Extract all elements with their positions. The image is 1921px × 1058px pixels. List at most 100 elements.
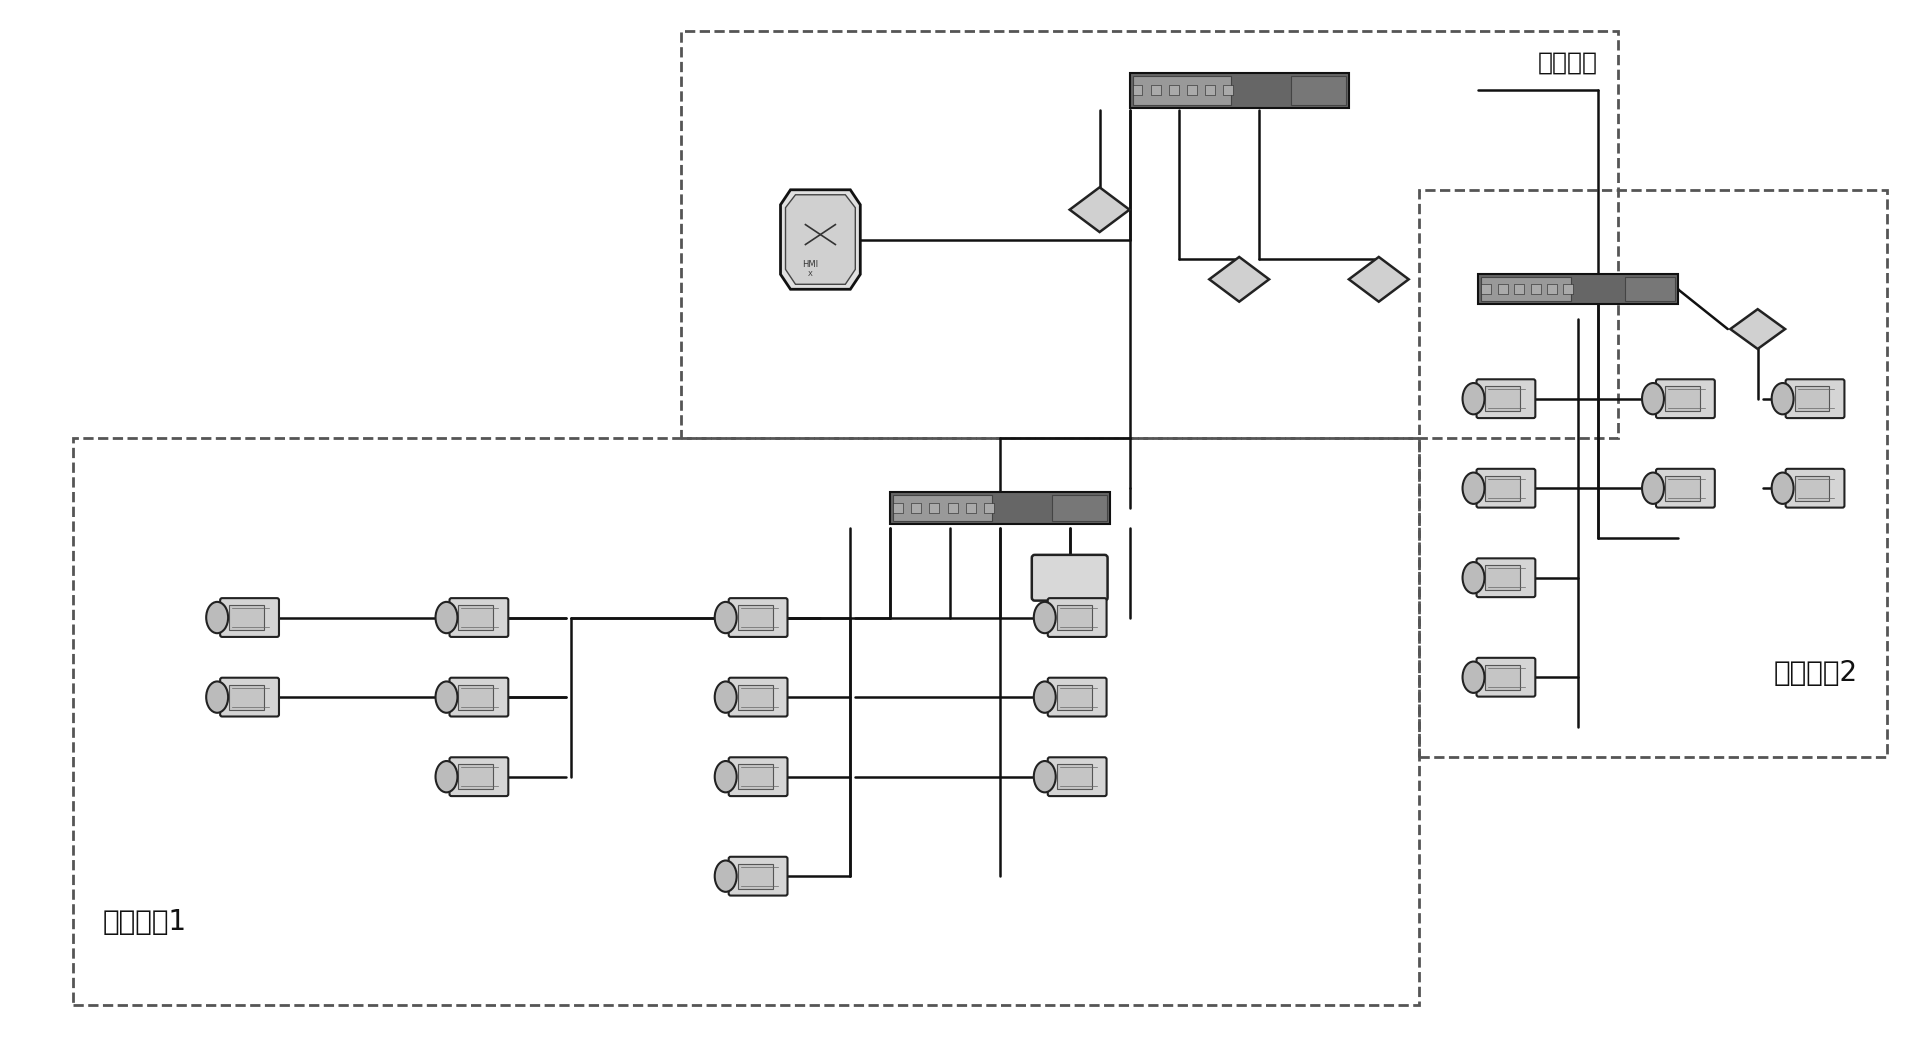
Bar: [947, 504, 957, 513]
FancyBboxPatch shape: [1477, 469, 1535, 508]
Polygon shape: [1731, 309, 1785, 349]
Bar: [1485, 565, 1520, 590]
Ellipse shape: [1033, 761, 1057, 792]
FancyBboxPatch shape: [728, 598, 788, 637]
FancyBboxPatch shape: [1047, 678, 1106, 716]
Ellipse shape: [1462, 383, 1485, 415]
Ellipse shape: [1642, 473, 1664, 504]
Ellipse shape: [1462, 562, 1485, 594]
Bar: [1187, 86, 1197, 95]
Ellipse shape: [715, 761, 736, 792]
FancyBboxPatch shape: [221, 678, 279, 716]
Bar: [1057, 685, 1091, 710]
Ellipse shape: [1771, 473, 1794, 504]
Bar: [1546, 285, 1556, 294]
Bar: [1666, 386, 1700, 412]
FancyBboxPatch shape: [1477, 379, 1535, 418]
Ellipse shape: [1033, 602, 1057, 633]
Bar: [1481, 285, 1491, 294]
FancyBboxPatch shape: [1656, 379, 1715, 418]
FancyBboxPatch shape: [221, 598, 279, 637]
FancyBboxPatch shape: [728, 857, 788, 895]
Ellipse shape: [436, 602, 457, 633]
Ellipse shape: [436, 761, 457, 792]
Ellipse shape: [715, 602, 736, 633]
Bar: [1130, 73, 1349, 108]
Bar: [738, 605, 772, 630]
Ellipse shape: [715, 860, 736, 892]
Bar: [229, 685, 263, 710]
Bar: [1514, 285, 1523, 294]
FancyBboxPatch shape: [1032, 554, 1108, 601]
Bar: [1531, 285, 1541, 294]
Polygon shape: [1210, 257, 1270, 302]
FancyBboxPatch shape: [1047, 598, 1106, 637]
Bar: [680, 31, 1617, 438]
Bar: [1485, 664, 1520, 690]
Bar: [1564, 285, 1573, 294]
Polygon shape: [786, 195, 855, 285]
Bar: [1151, 86, 1160, 95]
Ellipse shape: [1462, 661, 1485, 693]
Text: 局域网络1: 局域网络1: [102, 908, 186, 936]
Ellipse shape: [1033, 681, 1057, 713]
FancyBboxPatch shape: [1477, 559, 1535, 597]
Bar: [738, 863, 772, 889]
Bar: [1666, 476, 1700, 500]
Text: X: X: [809, 271, 813, 277]
Bar: [229, 605, 263, 630]
Bar: [1794, 386, 1829, 412]
Bar: [1204, 86, 1216, 95]
Ellipse shape: [206, 602, 229, 633]
Bar: [459, 764, 494, 789]
Ellipse shape: [1771, 383, 1794, 415]
Bar: [1625, 277, 1675, 302]
Ellipse shape: [1642, 383, 1664, 415]
Bar: [1224, 86, 1233, 95]
FancyBboxPatch shape: [728, 758, 788, 796]
Ellipse shape: [206, 681, 229, 713]
Bar: [1057, 605, 1091, 630]
Polygon shape: [1070, 187, 1130, 232]
Bar: [1481, 277, 1571, 302]
Bar: [738, 764, 772, 789]
Bar: [1291, 76, 1347, 105]
Bar: [1133, 86, 1143, 95]
FancyBboxPatch shape: [1787, 379, 1844, 418]
Bar: [1133, 76, 1231, 105]
FancyBboxPatch shape: [450, 598, 509, 637]
Bar: [459, 605, 494, 630]
Bar: [1051, 495, 1106, 521]
Ellipse shape: [1462, 473, 1485, 504]
FancyBboxPatch shape: [450, 678, 509, 716]
FancyBboxPatch shape: [450, 758, 509, 796]
Bar: [459, 685, 494, 710]
Text: 局域网络2: 局域网络2: [1773, 659, 1858, 687]
Bar: [1420, 189, 1886, 756]
Bar: [73, 438, 1420, 1005]
FancyBboxPatch shape: [728, 678, 788, 716]
FancyBboxPatch shape: [1477, 658, 1535, 696]
Text: 监控中心: 监控中心: [1539, 51, 1598, 74]
Bar: [1485, 476, 1520, 500]
Bar: [893, 504, 903, 513]
Bar: [893, 495, 991, 521]
Ellipse shape: [436, 681, 457, 713]
Bar: [1168, 86, 1179, 95]
Bar: [1057, 764, 1091, 789]
Polygon shape: [780, 189, 861, 289]
Bar: [738, 685, 772, 710]
Bar: [889, 492, 1110, 524]
Bar: [1479, 274, 1677, 305]
Bar: [966, 504, 976, 513]
FancyBboxPatch shape: [1656, 469, 1715, 508]
Ellipse shape: [715, 681, 736, 713]
FancyBboxPatch shape: [1047, 758, 1106, 796]
Bar: [1498, 285, 1508, 294]
Bar: [984, 504, 993, 513]
FancyBboxPatch shape: [1787, 469, 1844, 508]
Bar: [1794, 476, 1829, 500]
Bar: [1485, 386, 1520, 412]
Text: HMI: HMI: [803, 260, 818, 269]
Bar: [911, 504, 922, 513]
